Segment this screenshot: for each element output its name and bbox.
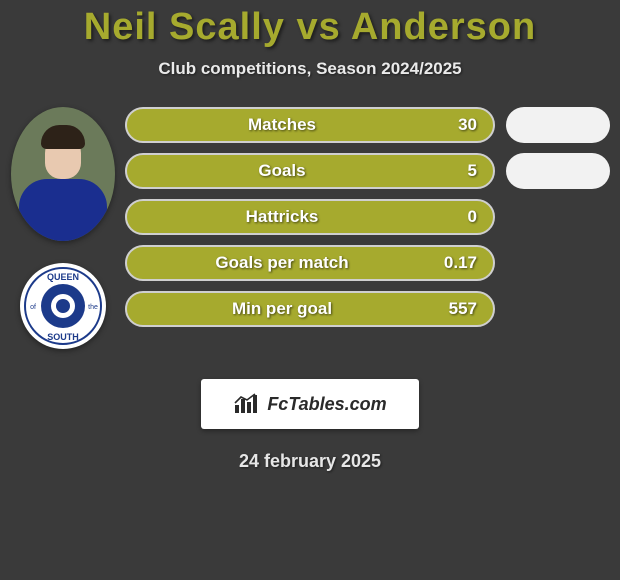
fctables-badge[interactable]: FcTables.com	[201, 379, 419, 429]
stat-bar-value: 557	[437, 299, 477, 319]
left-column: QUEEN SOUTH of the	[0, 107, 125, 349]
right-column	[495, 107, 620, 189]
club-badge: QUEEN SOUTH of the	[20, 263, 106, 349]
stat-bar: Goals5	[125, 153, 495, 189]
root-container: Neil Scally vs Anderson Club competition…	[0, 0, 620, 580]
page-subtitle: Club competitions, Season 2024/2025	[158, 59, 461, 79]
stats-column: Matches30 Goals5 Hattricks0 Goals per match…	[125, 107, 495, 327]
stat-bar-label: Hattricks	[127, 207, 437, 227]
stat-bar-value: 30	[437, 115, 477, 135]
stat-bar-label: Goals per match	[127, 253, 437, 273]
stat-bar-value: 0.17	[437, 253, 477, 273]
badge-top-text: QUEEN	[46, 272, 78, 282]
badge-right-text: the	[88, 304, 98, 311]
club-badge-svg: QUEEN SOUTH of the	[23, 266, 103, 346]
stat-bar-value: 5	[437, 161, 477, 181]
main-row: QUEEN SOUTH of the Matches30 Goals5 Hattri…	[0, 107, 620, 349]
stat-bar-value: 0	[437, 207, 477, 227]
stat-bar: Min per goal557	[125, 291, 495, 327]
stat-bar: Matches30	[125, 107, 495, 143]
stat-bar: Goals per match0.17	[125, 245, 495, 281]
stat-bar-label: Goals	[127, 161, 437, 181]
badge-left-text: of	[30, 304, 36, 311]
fctables-label: FcTables.com	[267, 394, 386, 415]
date-line: 24 february 2025	[239, 451, 381, 472]
stat-bar-label: Matches	[127, 115, 437, 135]
footer: FcTables.com 24 february 2025	[0, 349, 620, 472]
page-title: Neil Scally vs Anderson	[84, 6, 536, 49]
avatar-shirt-shape	[19, 179, 107, 241]
badge-bottom-text: SOUTH	[47, 332, 79, 342]
blank-pill	[506, 107, 610, 143]
player-avatar	[11, 107, 115, 241]
stat-bar-label: Min per goal	[127, 299, 437, 319]
bar-chart-icon	[233, 393, 259, 415]
avatar-hair-shape	[41, 125, 85, 149]
blank-pill	[506, 153, 610, 189]
stat-bar: Hattricks0	[125, 199, 495, 235]
